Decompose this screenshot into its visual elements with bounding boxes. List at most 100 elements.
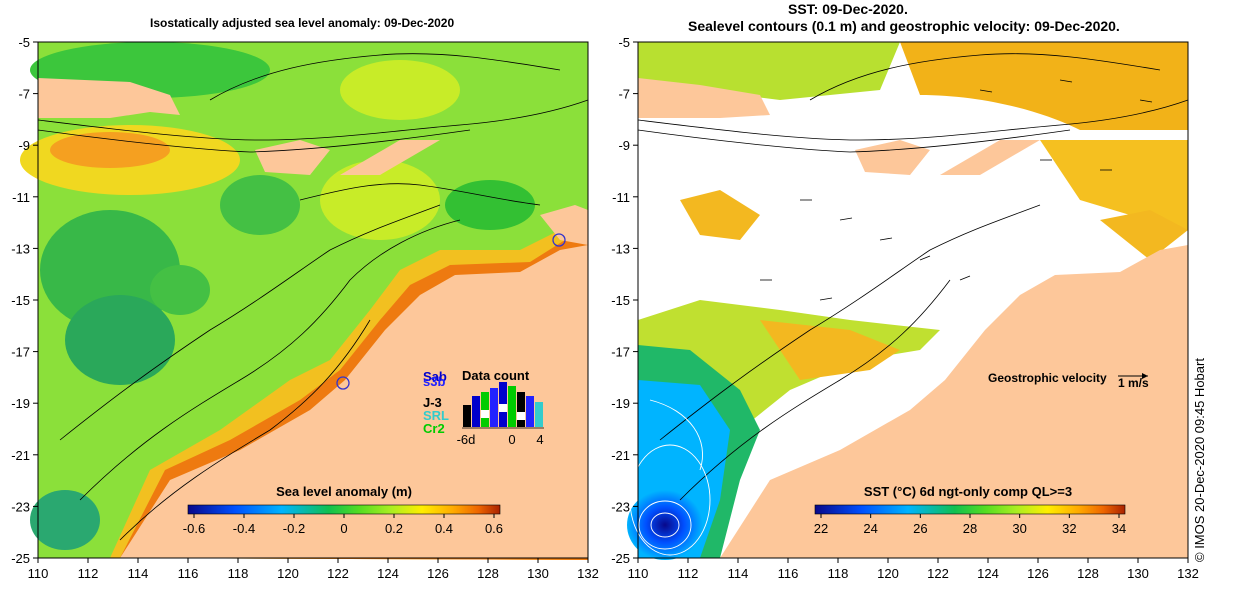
sla-low-region — [220, 175, 300, 235]
sla-high-region — [50, 132, 170, 168]
satellite-label: J-3 — [423, 395, 442, 410]
data-count-tick-label: -6d — [457, 432, 476, 447]
colorbar-tick-label: -0.2 — [283, 521, 305, 536]
sst-mid-region — [638, 42, 900, 100]
x-tick-label: 128 — [477, 566, 499, 581]
x-tick-label: 120 — [277, 566, 299, 581]
velocity-legend-label: Geostrophic velocity — [988, 371, 1107, 385]
tide-gauge-marker — [336, 376, 350, 390]
colorbar-tick-label: 28 — [963, 521, 977, 536]
colorbar-tick-label: 0.4 — [435, 521, 453, 536]
velocity-legend: Geostrophic velocity 1 m/s — [988, 371, 1149, 390]
colorbar-tick-label: 30 — [1012, 521, 1026, 536]
x-tick-label: 126 — [1027, 566, 1049, 581]
y-tick-label: -19 — [611, 396, 630, 411]
colorbar-tick-label: 22 — [814, 521, 828, 536]
satellite-label: Sab — [423, 369, 447, 384]
sst-warm-patch — [1100, 210, 1188, 260]
land-island — [940, 140, 1040, 175]
y-tick-label: -7 — [618, 87, 630, 102]
velocity-legend-unit: 1 m/s — [1118, 376, 1149, 390]
x-tick-label: 116 — [778, 566, 799, 581]
y-tick-label: -9 — [18, 138, 30, 153]
y-tick-label: -21 — [11, 448, 30, 463]
y-tick-label: -21 — [611, 448, 630, 463]
x-tick-label: 122 — [327, 566, 349, 581]
right-map-title-line2: Sealevel contours (0.1 m) and geostrophi… — [688, 18, 1120, 34]
y-tick-label: -25 — [11, 551, 30, 566]
sla-low-region — [30, 490, 100, 550]
x-tick-label: 130 — [1127, 566, 1149, 581]
left-colorbar: Sea level anomaly (m) -0.6 -0.4 -0.2 0 0.2 0.… — [183, 484, 503, 536]
satellite-label: Cr2 — [423, 421, 445, 436]
colorbar-tick-label: 32 — [1062, 521, 1076, 536]
sst-warm-region — [1040, 140, 1188, 230]
satellite-label: s3b — [423, 374, 445, 389]
sla-low-region — [445, 180, 535, 230]
colorbar-tick-label: 0.2 — [385, 521, 403, 536]
x-tick-label: 110 — [628, 566, 649, 581]
x-tick-label: 132 — [1177, 566, 1199, 581]
y-tick-label: -5 — [618, 35, 630, 50]
satellite-label: SRL — [423, 408, 449, 423]
x-tick-label: 126 — [427, 566, 449, 581]
x-tick-label: 114 — [728, 566, 749, 581]
left-map-title: Isostatically adjusted sea level anomaly… — [150, 16, 455, 30]
land-borneo-fragment — [38, 78, 180, 118]
velocity-arrow-head — [1142, 373, 1148, 379]
land-australia — [120, 245, 588, 558]
left-map — [20, 41, 589, 560]
data-count-bars — [463, 382, 543, 427]
x-tick-label: 118 — [228, 566, 249, 581]
land-island — [340, 140, 440, 175]
sla-low-region — [65, 295, 175, 385]
sst-cold-core — [627, 490, 703, 560]
left-colorbar-label: Sea level anomaly (m) — [276, 484, 412, 499]
y-tick-label: -7 — [18, 87, 30, 102]
x-tick-label: 128 — [1077, 566, 1099, 581]
colorbar-tick-label: 26 — [913, 521, 927, 536]
sst-warm-region — [900, 42, 1188, 130]
y-tick-label: -9 — [618, 138, 630, 153]
colorbar-tick-label: -0.6 — [183, 521, 205, 536]
right-contours — [637, 53, 1189, 501]
axes: 110 112 114 116 118 120 122 124 126 128 130 132 -5 -7… — [11, 35, 1199, 581]
colorbar-tick-label: -0.4 — [233, 521, 255, 536]
y-tick-label: -13 — [611, 241, 630, 256]
y-tick-label: -25 — [611, 551, 630, 566]
sst-warm-patch — [680, 190, 760, 240]
land-coast — [540, 205, 588, 245]
sla-low-region — [150, 265, 210, 315]
right-colorbar-bar — [814, 504, 1126, 515]
right-map — [627, 41, 1189, 560]
y-tick-label: -17 — [11, 345, 30, 360]
data-count-tick-label: 4 — [536, 432, 543, 447]
colorbar-tick-label: 24 — [863, 521, 877, 536]
y-tick-label: -13 — [11, 241, 30, 256]
x-tick-label: 124 — [377, 566, 399, 581]
x-tick-label: 110 — [28, 566, 49, 581]
tide-gauge-marker — [552, 233, 566, 247]
x-tick-label: 124 — [977, 566, 999, 581]
y-tick-label: -23 — [11, 499, 30, 514]
y-tick-label: -11 — [12, 190, 30, 205]
left-contours — [37, 53, 589, 541]
velocity-arrows — [760, 79, 1153, 301]
data-count-title: Data count — [462, 368, 530, 383]
y-tick-label: -23 — [611, 499, 630, 514]
colorbar-tick-label: 34 — [1112, 521, 1126, 536]
x-tick-label: 122 — [927, 566, 949, 581]
x-tick-label: 118 — [828, 566, 849, 581]
land-borneo-fragment — [638, 78, 770, 118]
sla-high-region — [320, 160, 440, 240]
sst-warm-region — [760, 320, 900, 380]
credit-text: © IMOS 20-Dec-2020 09:45 Hobart — [1192, 358, 1207, 562]
x-tick-label: 120 — [877, 566, 899, 581]
x-tick-label: 132 — [577, 566, 599, 581]
y-tick-label: -17 — [611, 345, 630, 360]
left-colorbar-bar — [187, 504, 501, 515]
right-map-title-line1: SST: 09-Dec-2020. — [788, 1, 908, 17]
right-colorbar: SST (°C) 6d ngt-only comp QL>=3 22 24 26 28… — [814, 484, 1126, 536]
